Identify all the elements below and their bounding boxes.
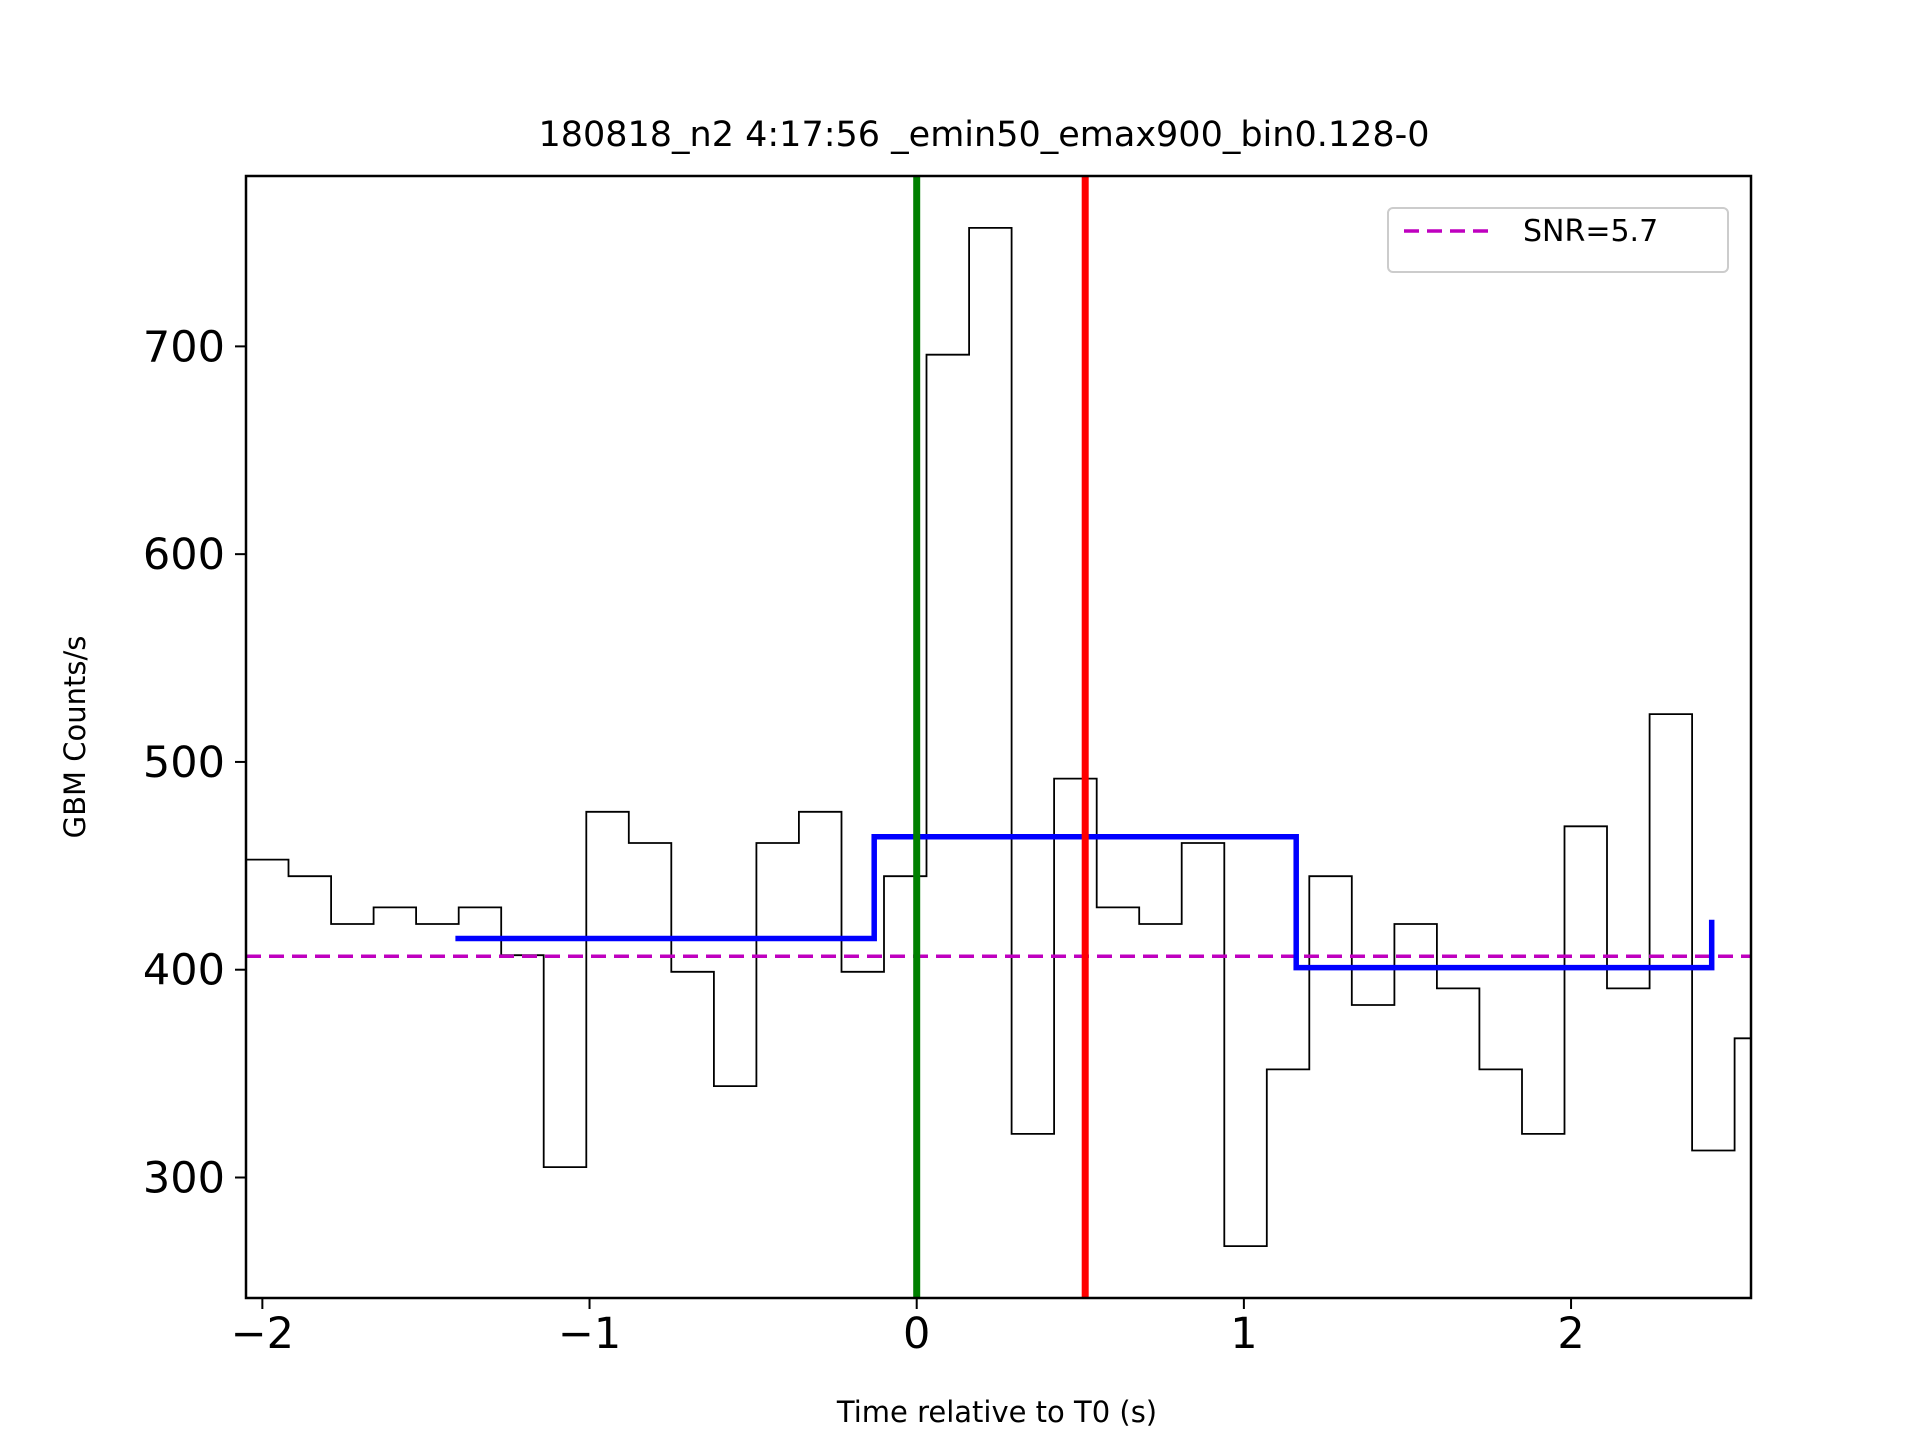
legend: SNR=5.7: [1387, 207, 1729, 273]
block-curve: [455, 833, 1715, 971]
x-tick-label: 0: [903, 1309, 930, 1359]
legend-box: [1387, 207, 1729, 273]
y-axis: 300 400 500 600 700: [143, 322, 246, 1203]
y-tick-label: 600: [143, 530, 225, 580]
y-tick-label: 400: [143, 946, 225, 996]
x-tick-label: −1: [558, 1309, 621, 1359]
legend-label-snr: SNR=5.7: [1523, 214, 1658, 249]
x-axis: −2 −1 0 1 2: [231, 1298, 1585, 1359]
plot-area: [246, 176, 1751, 1298]
histogram-line: [246, 227, 1751, 1247]
y-axis-label: GBM Counts/s: [58, 636, 92, 839]
chart-title: 180818_n2 4:17:56 _emin50_emax900_bin0.1…: [538, 115, 1429, 155]
y-tick-label: 500: [143, 738, 225, 788]
axes-frame: [244, 174, 1753, 1300]
y-tick-label: 700: [143, 322, 225, 372]
x-tick-label: −2: [231, 1309, 294, 1359]
x-tick-label: 2: [1557, 1309, 1584, 1359]
y-tick-label: 300: [143, 1153, 225, 1203]
x-tick-label: 1: [1230, 1309, 1257, 1359]
x-axis-label: Time relative to T0 (s): [836, 1395, 1157, 1429]
